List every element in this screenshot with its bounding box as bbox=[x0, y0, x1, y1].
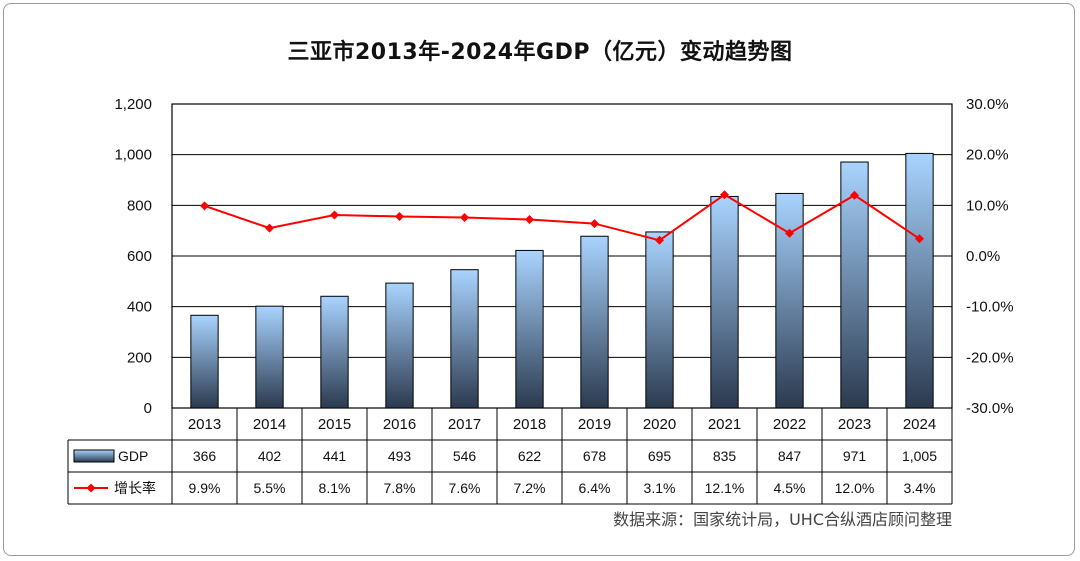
gdp-bar bbox=[320, 295, 349, 409]
x-category-label: 2024 bbox=[903, 416, 936, 433]
y-right-tick-label: 20.0% bbox=[966, 147, 1009, 164]
growth-rate-label: 7.8% bbox=[384, 480, 416, 496]
growth-rate-label: 3.4% bbox=[904, 480, 936, 496]
gdp-value-label: 971 bbox=[843, 448, 867, 464]
growth-rate-label: 7.6% bbox=[449, 480, 481, 496]
growth-rate-point bbox=[330, 210, 339, 220]
y-left-tick-label: 0 bbox=[144, 400, 152, 417]
data-source-note: 数据来源：国家统计局，UHC合纵酒店顾问整理 bbox=[613, 510, 952, 529]
growth-rate-point bbox=[525, 215, 534, 225]
y-left-tick-label: 800 bbox=[127, 197, 152, 214]
y-right-tick-label: -10.0% bbox=[966, 299, 1014, 316]
gdp-value-label: 678 bbox=[583, 448, 607, 464]
gdp-value-label: 847 bbox=[778, 448, 802, 464]
x-category-label: 2014 bbox=[253, 416, 286, 433]
x-category-label: 2021 bbox=[708, 416, 741, 433]
x-category-label: 2013 bbox=[188, 416, 221, 433]
y-left-tick-label: 1,200 bbox=[114, 96, 152, 113]
gdp-bar bbox=[840, 161, 869, 409]
y-left-tick-label: 1,000 bbox=[114, 147, 152, 164]
gdp-value-label: 695 bbox=[648, 448, 672, 464]
growth-rate-point bbox=[200, 201, 209, 211]
chart-title: 三亚市2013年-2024年GDP（亿元）变动趋势图 bbox=[287, 40, 793, 65]
gdp-bar bbox=[710, 195, 739, 409]
y-right-tick-label: 0.0% bbox=[966, 248, 1000, 265]
y-right-tick-label: 30.0% bbox=[966, 96, 1009, 113]
gdp-value-label: 546 bbox=[453, 448, 477, 464]
growth-rate-label: 6.4% bbox=[579, 480, 611, 496]
gdp-value-label: 441 bbox=[323, 448, 347, 464]
gdp-bar bbox=[645, 231, 674, 409]
gdp-bar bbox=[515, 249, 544, 409]
y-right-tick-label: 10.0% bbox=[966, 197, 1009, 214]
gdp-value-label: 493 bbox=[388, 448, 412, 464]
y-left-tick-label: 400 bbox=[127, 299, 152, 316]
growth-legend-marker bbox=[86, 483, 96, 493]
x-category-label: 2020 bbox=[643, 416, 676, 433]
growth-rate-label: 3.1% bbox=[644, 480, 676, 496]
growth-rate-point bbox=[590, 219, 599, 229]
growth-rate-label: 4.5% bbox=[774, 480, 806, 496]
growth-rate-label: 9.9% bbox=[189, 480, 221, 496]
gdp-bar bbox=[190, 314, 219, 409]
growth-rate-point bbox=[460, 212, 469, 222]
x-category-label: 2015 bbox=[318, 416, 351, 433]
x-category-label: 2022 bbox=[773, 416, 806, 433]
growth-rate-point bbox=[720, 190, 729, 200]
growth-rate-point bbox=[655, 235, 664, 245]
gdp-value-label: 402 bbox=[258, 448, 282, 464]
gdp-bar bbox=[775, 192, 804, 409]
growth-rate-point bbox=[395, 211, 404, 221]
x-category-label: 2017 bbox=[448, 416, 481, 433]
growth-rate-label: 5.5% bbox=[254, 480, 286, 496]
growth-rate-label: 8.1% bbox=[319, 480, 351, 496]
growth-rate-point bbox=[850, 190, 859, 200]
growth-rate-label: 12.1% bbox=[705, 480, 745, 496]
gdp-value-label: 835 bbox=[713, 448, 737, 464]
growth-rate-point bbox=[915, 234, 924, 244]
growth-rate-label: 7.2% bbox=[514, 480, 546, 496]
growth-legend-label: 增长率 bbox=[114, 480, 156, 496]
gdp-bar bbox=[450, 269, 479, 409]
gdp-bar bbox=[580, 235, 609, 409]
growth-rate-point bbox=[265, 223, 274, 233]
gdp-value-label: 622 bbox=[518, 448, 542, 464]
gdp-value-label: 1,005 bbox=[902, 448, 937, 464]
x-category-label: 2019 bbox=[578, 416, 611, 433]
y-right-tick-label: -30.0% bbox=[966, 400, 1014, 417]
y-left-tick-label: 200 bbox=[127, 349, 152, 366]
gdp-bar bbox=[255, 305, 284, 409]
x-category-label: 2023 bbox=[838, 416, 871, 433]
x-category-label: 2018 bbox=[513, 416, 546, 433]
x-category-label: 2016 bbox=[383, 416, 416, 433]
y-left-tick-label: 600 bbox=[127, 248, 152, 265]
growth-rate-point bbox=[785, 228, 794, 238]
gdp-value-label: 366 bbox=[193, 448, 217, 464]
growth-rate-label: 12.0% bbox=[835, 480, 875, 496]
gdp-legend-label: GDP bbox=[118, 448, 148, 464]
growth-rate-line bbox=[204, 193, 921, 242]
gdp-bar bbox=[385, 282, 414, 409]
gdp-legend-key bbox=[73, 449, 115, 463]
gdp-bar bbox=[905, 152, 934, 409]
y-right-tick-label: -20.0% bbox=[966, 349, 1014, 366]
